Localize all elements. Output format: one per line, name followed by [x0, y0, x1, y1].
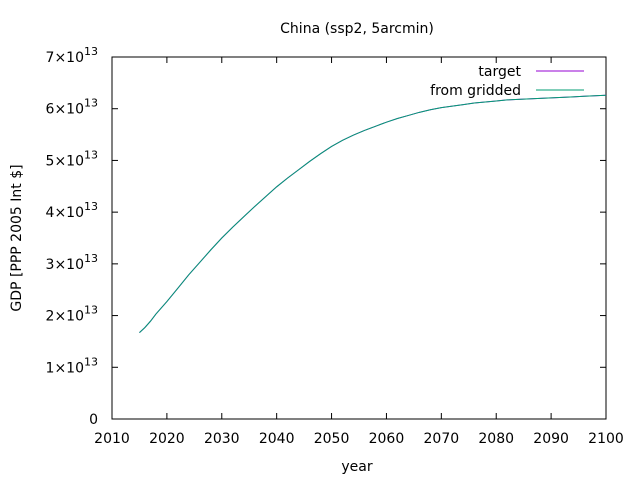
x-tick-label: 2060: [369, 431, 405, 447]
x-axis-label: year: [341, 459, 372, 475]
legend-label: from gridded: [430, 83, 521, 99]
x-tick-label: 2010: [94, 431, 130, 447]
y-axis-label: GDP [PPP 2005 Int $]: [9, 164, 25, 311]
x-tick-label: 2040: [259, 431, 295, 447]
y-tick-label: 1×1013: [46, 355, 98, 376]
x-axis-ticks: 2010 2020 2030 2040 2050 2060 2070 2080 2090 2100: [94, 57, 624, 447]
legend: target from gridded: [430, 64, 584, 99]
y-tick-label: 2×1013: [46, 304, 98, 325]
x-tick-label: 2020: [149, 431, 185, 447]
series-line-1: [139, 94, 607, 334]
x-tick-label: 2030: [204, 431, 240, 447]
y-tick-label: 4×1013: [46, 200, 98, 221]
series-line-0: [139, 94, 607, 334]
y-axis-ticks: 0 1×1013 2×1013 3×1013 4×1013 5×1013 6×1013 7×1…: [46, 45, 606, 428]
x-tick-label: 2050: [314, 431, 350, 447]
y-tick-label: 3×1013: [46, 252, 98, 273]
x-tick-label: 2100: [588, 431, 624, 447]
chart-title: China (ssp2, 5arcmin): [280, 21, 434, 37]
x-tick-label: 2090: [533, 431, 569, 447]
y-tick-label: 5×1013: [46, 148, 98, 169]
y-tick-label: 0: [89, 412, 98, 428]
y-tick-label: 7×1013: [46, 45, 98, 66]
y-tick-label: 6×1013: [46, 97, 98, 118]
legend-label: target: [478, 64, 521, 80]
x-tick-label: 2070: [424, 431, 460, 447]
plot-frame: [111, 56, 607, 420]
series-layer: [139, 94, 607, 334]
x-tick-label: 2080: [478, 431, 514, 447]
